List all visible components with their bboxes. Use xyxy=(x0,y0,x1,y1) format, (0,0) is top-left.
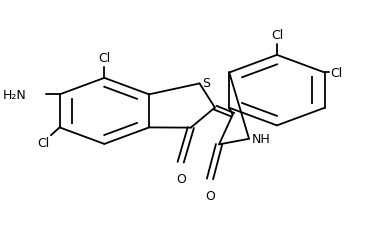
Text: Cl: Cl xyxy=(37,137,49,150)
Text: Cl: Cl xyxy=(271,29,283,42)
Text: O: O xyxy=(205,189,215,202)
Text: H₂N: H₂N xyxy=(3,88,27,101)
Text: Cl: Cl xyxy=(331,67,343,80)
Text: NH: NH xyxy=(252,133,270,146)
Text: O: O xyxy=(176,173,186,185)
Text: S: S xyxy=(202,76,210,89)
Text: Cl: Cl xyxy=(98,52,110,65)
